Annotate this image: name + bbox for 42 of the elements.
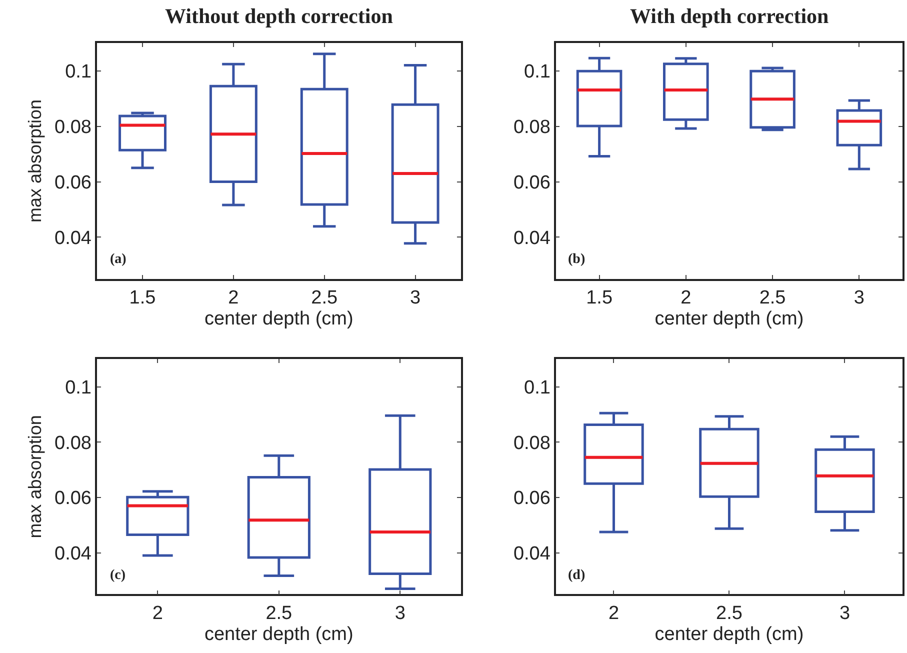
- y-tick-label: 0.04: [513, 543, 551, 564]
- x-tick-label: 2.5: [716, 602, 742, 624]
- y-tick-label: 0.06: [54, 488, 92, 510]
- y-axis-title: max absorption: [25, 99, 46, 223]
- y-tick-label: 0.04: [54, 543, 92, 564]
- chart-title: With depth correction: [630, 4, 830, 28]
- y-tick-label: 0.08: [513, 116, 550, 138]
- y-tick-label: 0.08: [54, 116, 92, 138]
- x-axis-title: center depth (cm): [204, 624, 354, 645]
- annotation: (c): [110, 568, 126, 583]
- y-tick-label: 0.08: [513, 432, 550, 454]
- annotation: (d): [568, 568, 586, 583]
- x-tick-label: 3: [839, 602, 850, 624]
- y-tick-label: 0.08: [54, 432, 92, 454]
- y-tick-label: 0.1: [524, 377, 550, 398]
- x-tick-label: 2: [152, 602, 163, 624]
- x-tick-label: 2: [228, 287, 239, 308]
- x-tick-label: 3: [394, 602, 406, 624]
- y-tick-label: 0.06: [54, 172, 92, 194]
- y-tick-label: 0.1: [65, 377, 92, 398]
- x-tick-label: 3: [854, 287, 864, 308]
- y-tick-label: 0.04: [513, 228, 551, 249]
- x-tick-label: 2.5: [311, 287, 338, 308]
- annotation: (a): [110, 252, 127, 267]
- x-tick-label: 2: [680, 287, 692, 308]
- y-tick-label: 0.06: [513, 172, 550, 194]
- x-tick-label: 2: [608, 602, 620, 624]
- y-tick-label: 0.1: [524, 61, 550, 82]
- x-tick-label: 2.5: [266, 602, 292, 624]
- y-tick-label: 0.04: [54, 228, 92, 249]
- x-axis-title: center depth (cm): [654, 308, 804, 330]
- x-tick-label: 3: [410, 287, 421, 308]
- y-tick-label: 0.1: [65, 61, 92, 82]
- chart-title: Without depth correction: [165, 4, 394, 28]
- x-tick-label: 1.5: [129, 287, 156, 308]
- x-axis-title: center depth (cm): [654, 624, 804, 645]
- y-tick-label: 0.06: [513, 488, 550, 510]
- x-tick-label: 2.5: [759, 287, 786, 308]
- annotation: (b): [568, 252, 586, 267]
- y-axis-title: max absorption: [25, 415, 46, 538]
- x-tick-label: 1.5: [586, 287, 613, 308]
- x-axis-title: center depth (cm): [204, 308, 354, 330]
